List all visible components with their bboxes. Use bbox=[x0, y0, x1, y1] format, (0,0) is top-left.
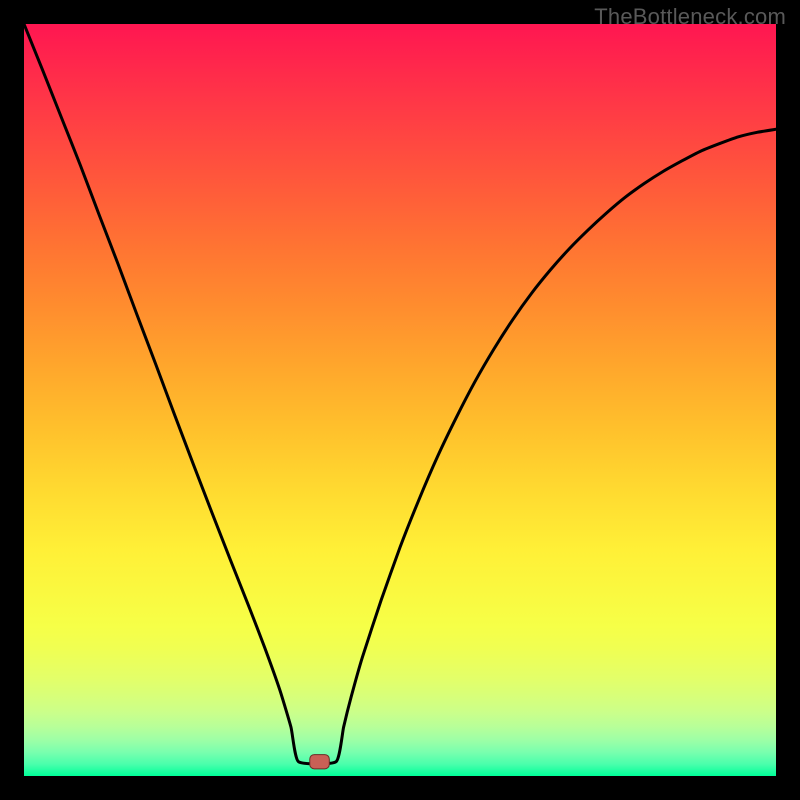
gradient-background bbox=[24, 24, 776, 776]
chart-frame: TheBottleneck.com bbox=[0, 0, 800, 800]
plot-area bbox=[24, 24, 776, 776]
watermark-text: TheBottleneck.com bbox=[594, 4, 786, 30]
optimal-point-marker bbox=[310, 755, 330, 769]
plot-svg bbox=[24, 24, 776, 776]
